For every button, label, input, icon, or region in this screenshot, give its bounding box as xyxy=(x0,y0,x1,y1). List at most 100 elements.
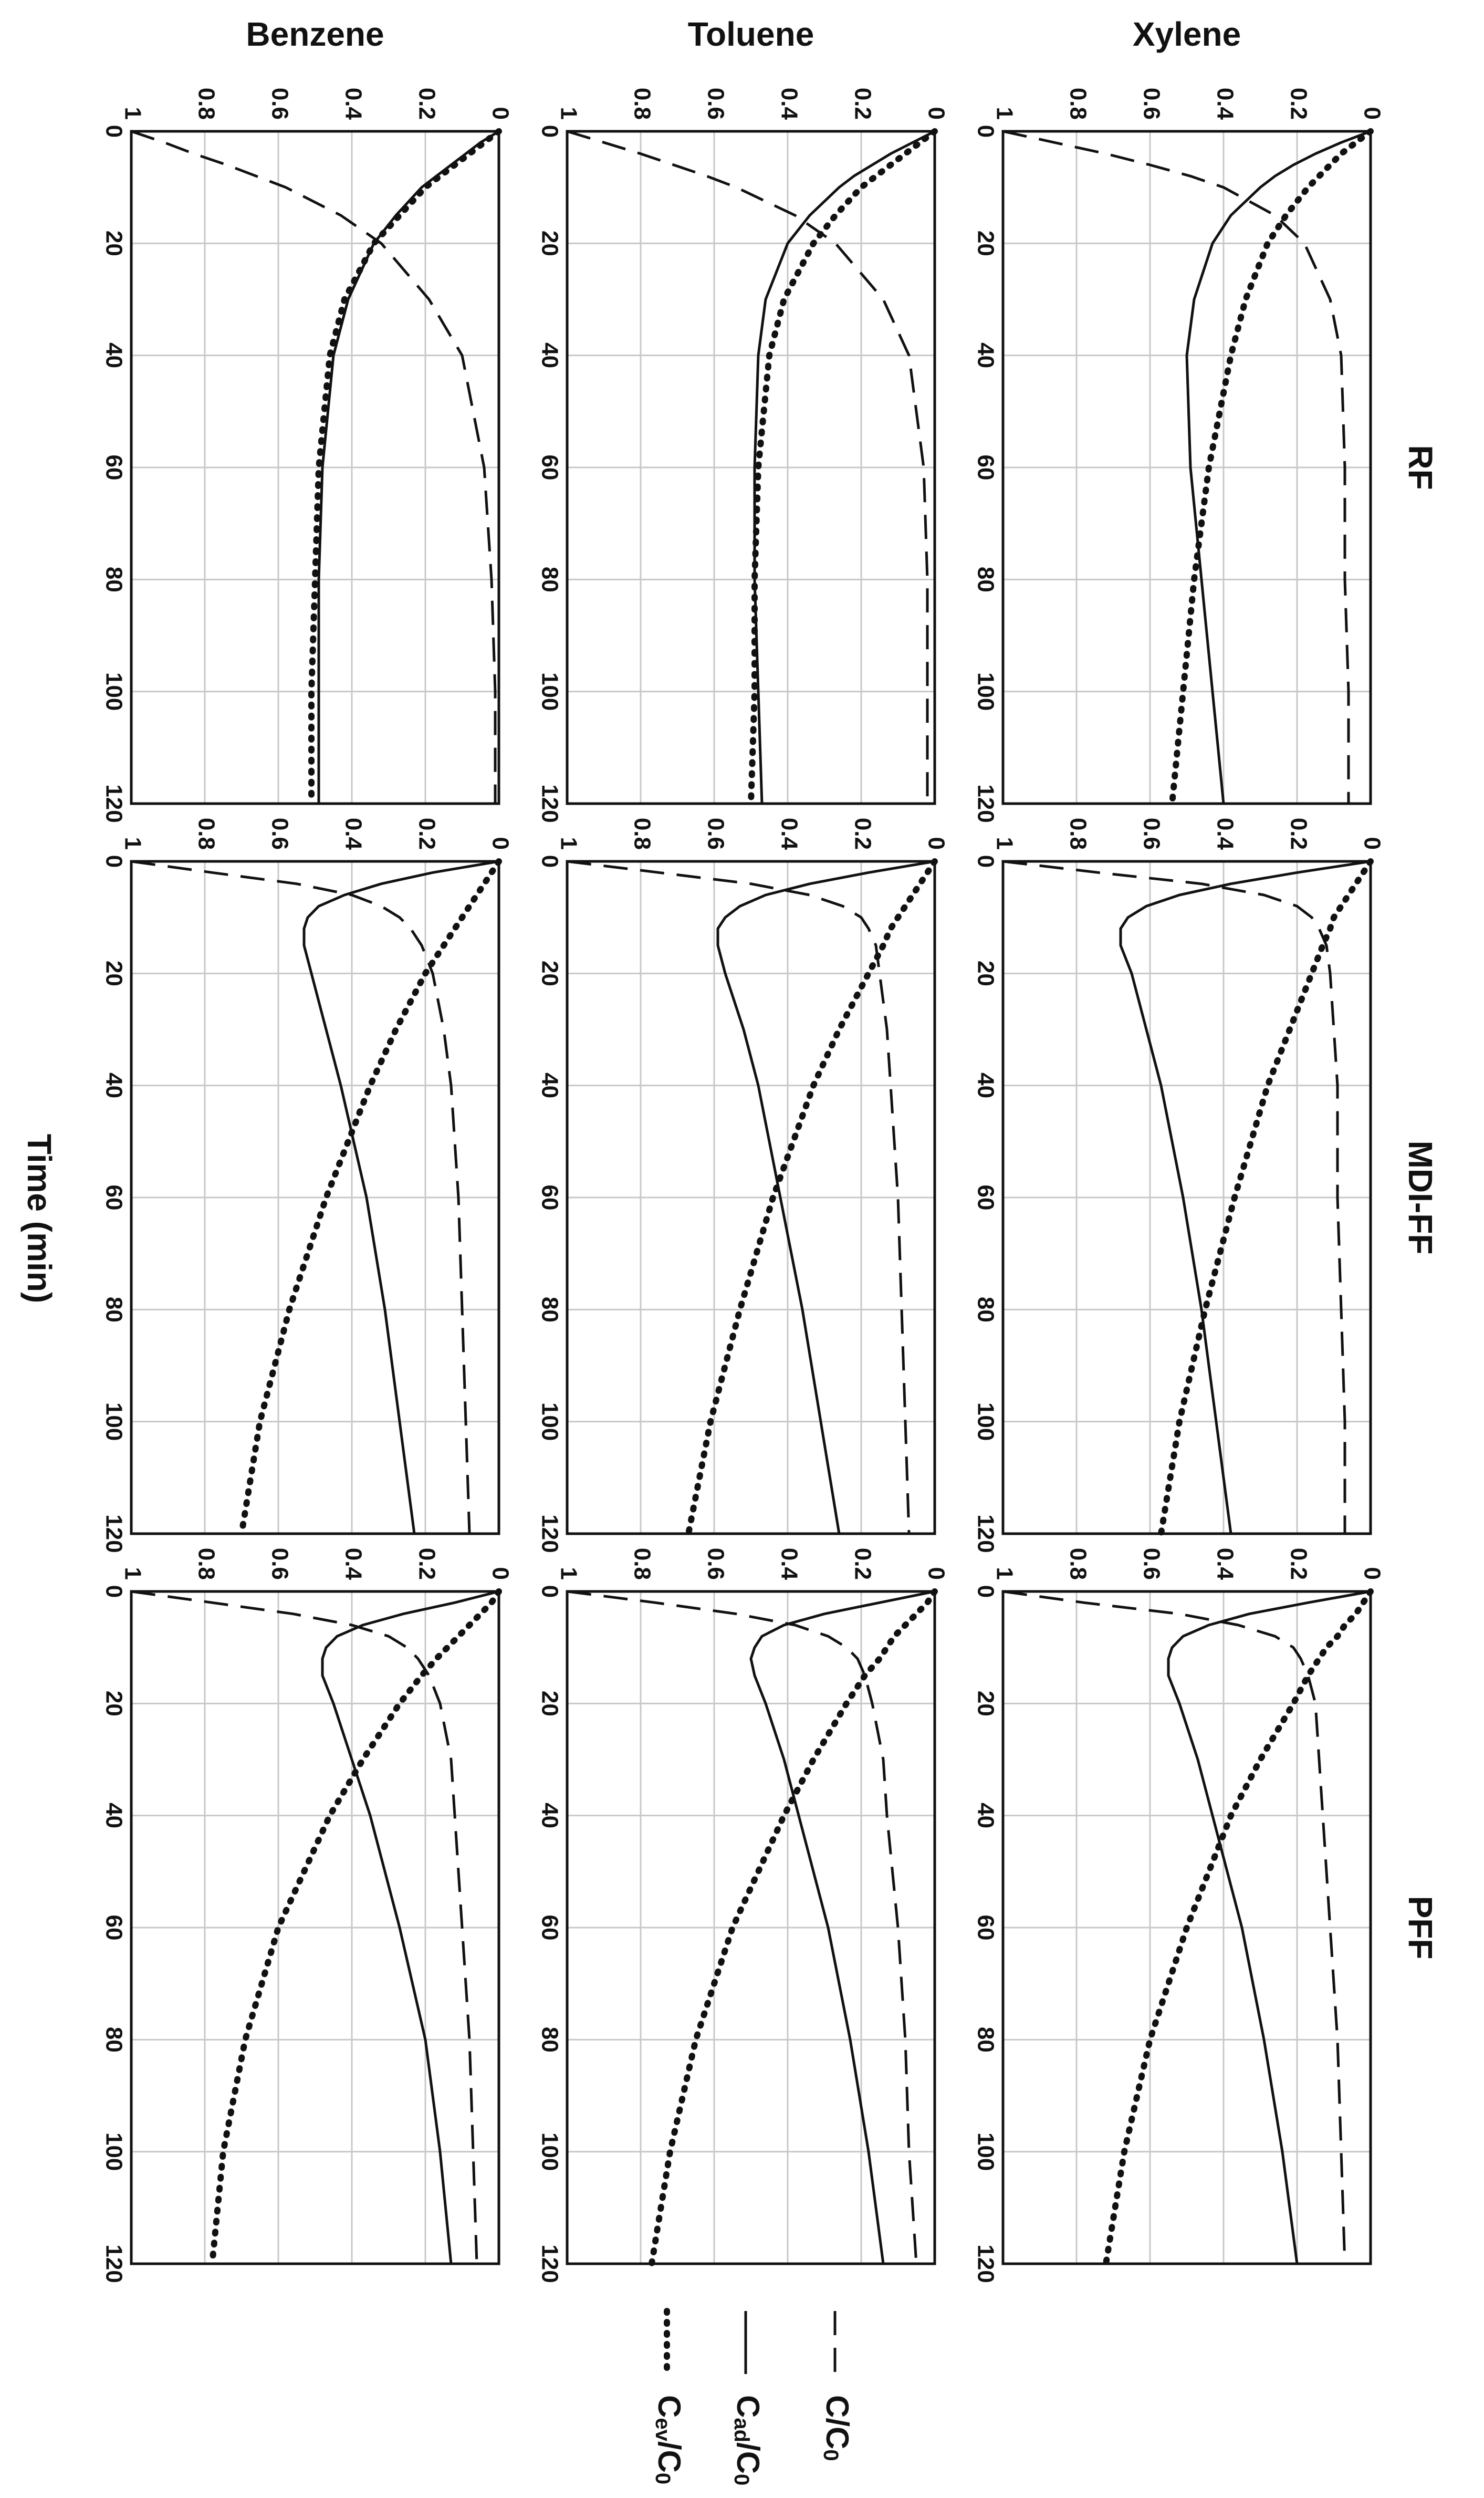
y-tick-label: 1 xyxy=(991,837,1017,850)
panel-xylene-mdi-ff: 0 0.2 0.4 0.6 0.8 1 0 20 40 60 80 100 120 xyxy=(973,818,1385,1553)
y-tick-label: 0.8 xyxy=(193,1548,219,1580)
panel-xylene-rf: 0 0.2 0.4 0.6 0.8 1 0 20 40 60 80 100 120 xyxy=(973,88,1385,823)
legend-label-main: C xyxy=(730,2395,766,2418)
y-tick-label: 1 xyxy=(120,107,145,120)
series-line-cev xyxy=(1103,1588,1374,2267)
y-tick-label: 0.6 xyxy=(1138,818,1164,850)
x-tick-label: 0 xyxy=(973,1585,998,1598)
x-tick-label: 60 xyxy=(537,1185,562,1211)
x-tick-label: 0 xyxy=(101,125,127,138)
legend-label: Cad/C0 xyxy=(730,2395,766,2485)
x-tick-label: 100 xyxy=(973,1402,998,1441)
x-tick-label: 100 xyxy=(101,1402,127,1441)
y-tick-label: 0.6 xyxy=(267,1548,292,1580)
y-tick-label: 0.4 xyxy=(776,1548,802,1580)
series-line-cad xyxy=(1185,130,1372,805)
y-tick-label: 0.2 xyxy=(1286,818,1311,850)
legend-label-tail: /C xyxy=(652,2441,687,2473)
x-tick-label: 20 xyxy=(101,231,127,256)
y-tick-label: 0.6 xyxy=(703,88,728,120)
x-tick-label: 80 xyxy=(973,567,998,592)
col-title-pff: PFF xyxy=(1402,1896,1439,1960)
x-tick-label: 20 xyxy=(537,1691,562,1716)
y-tick-label: 0.6 xyxy=(1138,88,1164,120)
series-line-cev xyxy=(1158,858,1374,1537)
x-tick-label: 20 xyxy=(101,961,127,986)
x-tick-label: 0 xyxy=(973,855,998,868)
x-tick-label: 20 xyxy=(537,231,562,256)
legend-label-main: C xyxy=(652,2395,687,2418)
x-tick-label: 60 xyxy=(101,1185,127,1211)
series-line-c xyxy=(131,860,471,1534)
x-tick-label: 20 xyxy=(537,961,562,986)
col-title-mdi-ff: MDI-FF xyxy=(1402,1141,1439,1255)
y-tick-label: 0.4 xyxy=(340,88,366,120)
x-tick-label: 0 xyxy=(101,1585,127,1598)
y-tick-label: 0 xyxy=(487,107,513,120)
plot-frame xyxy=(130,860,500,1535)
y-tick-label: 0.8 xyxy=(629,1548,655,1580)
series-line-cev xyxy=(238,858,502,1537)
x-tick-label: 120 xyxy=(973,2244,998,2283)
x-tick-label: 60 xyxy=(973,1915,998,1941)
x-tick-label: 60 xyxy=(973,455,998,481)
y-tick-label: 0.4 xyxy=(1212,88,1238,120)
y-tick-label: 0.8 xyxy=(1065,818,1091,850)
plot-frame xyxy=(566,1590,936,2265)
y-tick-label: 0 xyxy=(923,837,949,850)
series-line-c xyxy=(1002,130,1350,804)
y-tick-label: 0.4 xyxy=(340,818,366,850)
y-tick-label: 0.8 xyxy=(629,88,655,120)
x-tick-label: 100 xyxy=(973,2132,998,2171)
x-tick-label: 40 xyxy=(537,342,562,368)
x-tick-label: 120 xyxy=(537,1514,562,1553)
x-tick-label: 20 xyxy=(101,1691,127,1716)
series-line-cev xyxy=(748,128,938,807)
x-tick-label: 60 xyxy=(101,1915,127,1941)
series-line-cad xyxy=(1119,860,1372,1535)
x-tick-label: 80 xyxy=(101,2027,127,2053)
plot-frame xyxy=(1001,1590,1372,2265)
y-tick-label: 1 xyxy=(991,1567,1017,1580)
y-tick-label: 1 xyxy=(991,107,1017,120)
series-line-cev xyxy=(209,1588,502,2267)
y-tick-label: 0.6 xyxy=(703,818,728,850)
y-tick-label: 0.6 xyxy=(267,88,292,120)
y-tick-label: 0.4 xyxy=(340,1548,366,1580)
panel-benzene-pff: 0 0.2 0.4 0.6 0.8 1 0 20 40 60 80 100 120 xyxy=(101,1548,513,2283)
y-tick-label: 1 xyxy=(556,837,581,850)
x-tick-label: 100 xyxy=(537,2132,562,2171)
y-tick-label: 0.2 xyxy=(850,88,875,120)
x-tick-label: 60 xyxy=(101,455,127,481)
y-tick-label: 0.4 xyxy=(1212,818,1238,850)
legend-label-subscript: 0 xyxy=(730,2474,753,2485)
x-tick-label: 20 xyxy=(973,231,998,256)
x-tick-label: 0 xyxy=(537,125,562,138)
x-tick-label: 20 xyxy=(973,1691,998,1716)
legend-label-main: C/C xyxy=(820,2395,855,2449)
series-line-cad xyxy=(321,1590,500,2265)
series-line-c xyxy=(567,860,911,1534)
y-tick-label: 1 xyxy=(120,837,145,850)
y-tick-label: 0.8 xyxy=(1065,88,1091,120)
legend-label-sub: ad xyxy=(730,2418,753,2442)
x-tick-label: 100 xyxy=(973,672,998,711)
panel-benzene-mdi-ff: 0 0.2 0.4 0.6 0.8 1 0 20 40 60 80 100 120 xyxy=(101,818,513,1553)
legend-label-tail: /C xyxy=(730,2442,766,2474)
y-tick-label: 0 xyxy=(1359,837,1385,850)
y-tick-label: 0.8 xyxy=(629,818,655,850)
x-tick-label: 120 xyxy=(101,2244,127,2283)
x-tick-label: 0 xyxy=(537,1585,562,1598)
panel-xylene-pff: 0 0.2 0.4 0.6 0.8 1 0 20 40 60 80 100 120 xyxy=(973,1548,1385,2283)
row-title-toluene: Toluene xyxy=(688,15,814,53)
y-tick-label: 0 xyxy=(1359,107,1385,120)
x-tick-label: 80 xyxy=(101,1297,127,1323)
y-tick-label: 0.8 xyxy=(193,818,219,850)
plot-frame xyxy=(130,130,500,805)
plot-frame xyxy=(130,1590,500,2265)
x-tick-label: 100 xyxy=(101,2132,127,2171)
x-tick-label: 40 xyxy=(973,1073,998,1098)
series-line-cad xyxy=(302,860,500,1535)
legend-item-cad: Cad/C0 xyxy=(730,2311,766,2485)
